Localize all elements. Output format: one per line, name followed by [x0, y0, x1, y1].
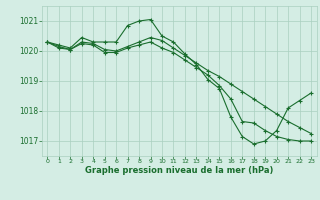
X-axis label: Graphe pression niveau de la mer (hPa): Graphe pression niveau de la mer (hPa) — [85, 166, 273, 175]
